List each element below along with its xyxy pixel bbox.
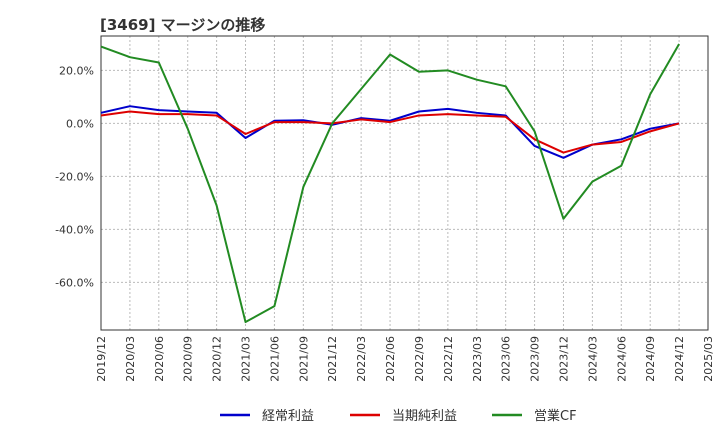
x-tick-label: 2019/12 (95, 336, 108, 382)
x-tick-label: 2024/12 (673, 336, 686, 382)
x-tick-label: 2021/03 (240, 336, 253, 382)
x-tick-label: 2022/12 (442, 336, 455, 382)
x-tick-label: 2020/12 (211, 336, 224, 382)
series-line-2 (100, 110, 680, 154)
x-tick-label: 2024/09 (644, 336, 657, 382)
x-tick-label: 2021/12 (326, 336, 339, 382)
series-lines (100, 43, 680, 324)
x-tick-label: 2022/09 (413, 336, 426, 382)
x-tick-label: 2023/06 (500, 336, 513, 382)
x-tick-label: 2024/03 (586, 336, 599, 382)
legend: 経常利益 当期純利益 営業CF (220, 408, 577, 424)
x-tick-label: 2020/09 (182, 336, 195, 382)
grid (101, 36, 708, 330)
x-tick-label: 2022/03 (355, 336, 368, 382)
x-tick-label: 2024/06 (615, 336, 628, 382)
legend-label: 営業CF (534, 408, 577, 424)
chart-title: [3469] マージンの推移 (100, 16, 266, 34)
legend-label: 経常利益 (262, 409, 314, 424)
y-tick-label: 20.0% (59, 64, 94, 77)
y-tick-label: -40.0% (55, 223, 94, 236)
y-tick-labels: 20.0% 0.0% -20.0% -40.0% -60.0% (55, 64, 94, 289)
x-tick-label: 2020/06 (153, 336, 166, 382)
y-tick-label: 0.0% (66, 117, 94, 130)
x-tick-label: 2021/06 (268, 336, 281, 382)
x-tick-label: 2023/09 (529, 336, 542, 382)
x-tick-label: 2022/06 (384, 336, 397, 382)
x-tick-label: 2021/09 (297, 336, 310, 382)
series-line-1 (100, 105, 680, 159)
y-tick-label: -60.0% (55, 276, 94, 289)
x-tick-label: 2020/03 (124, 336, 137, 382)
series-line-3 (100, 43, 680, 324)
axes (100, 35, 709, 331)
x-tick-labels: 2019/12 2020/03 2020/06 2020/09 2020/12 2021/… (95, 336, 715, 382)
x-tick-label: 2025/03 (702, 336, 715, 382)
y-tick-label: -20.0% (55, 170, 94, 183)
plot-frame (100, 35, 709, 331)
x-tick-label: 2023/12 (557, 336, 570, 382)
x-tick-label: 2023/03 (471, 336, 484, 382)
legend-label: 当期純利益 (392, 409, 457, 424)
